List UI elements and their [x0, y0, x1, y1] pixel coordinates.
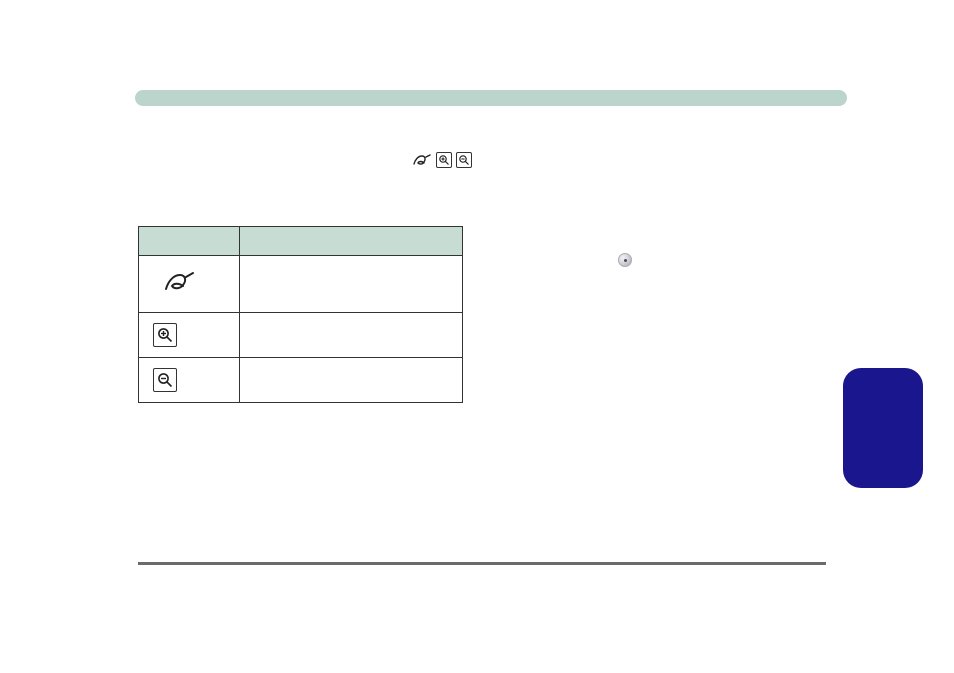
table-row	[139, 256, 463, 313]
footer-divider	[138, 562, 826, 565]
table-header-cell	[139, 227, 240, 256]
icon-table	[138, 226, 463, 403]
zoom-in-icon[interactable]	[436, 152, 452, 168]
zoom-out-icon[interactable]	[456, 152, 472, 168]
pen-icon	[153, 270, 197, 299]
table-header-cell	[240, 227, 463, 256]
toolbar-icon-row	[412, 152, 472, 168]
zoom-out-icon[interactable]	[153, 368, 177, 392]
zoom-in-icon[interactable]	[153, 323, 177, 347]
pen-icon[interactable]	[412, 153, 432, 167]
table-header-row	[139, 227, 463, 256]
disc-icon	[618, 253, 632, 267]
table-row	[139, 313, 463, 358]
side-panel-block	[843, 368, 923, 488]
header-bar	[135, 90, 847, 106]
table-row	[139, 358, 463, 403]
